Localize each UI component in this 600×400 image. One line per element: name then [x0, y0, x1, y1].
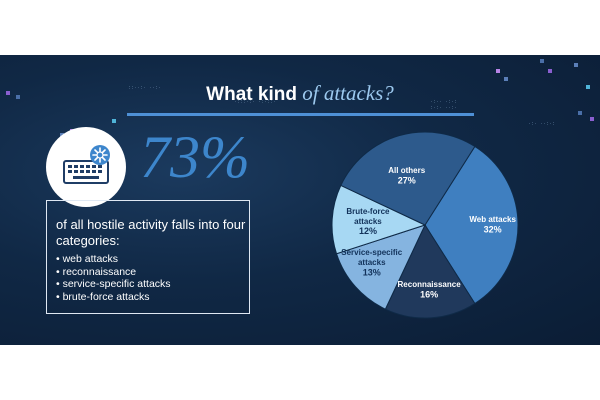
decor-pixel	[590, 117, 594, 121]
pie-slice-reconnaissance	[384, 223, 476, 319]
headline-percent: 73%	[140, 124, 250, 190]
pie-category-label: attacks	[358, 258, 386, 267]
decor-pixel	[112, 119, 116, 123]
decor-code-text: ·:::·:· ·:·::·	[234, 99, 277, 105]
decor-pixel	[6, 91, 10, 95]
pie-category-label: Web attacks	[469, 215, 516, 224]
decor-pixel	[504, 77, 508, 81]
pie-value-label: 16%	[420, 289, 438, 299]
pie-category-label: attacks	[354, 217, 382, 226]
title-main: What kind	[206, 84, 297, 105]
pie-category-label: Brute-force	[346, 207, 390, 216]
decor-pixel	[574, 63, 578, 67]
headline-lead-text: of all hostile activity falls into four …	[56, 217, 246, 248]
categories-box: of all hostile activity falls into four …	[46, 200, 250, 314]
pie-category-label: All others	[388, 166, 425, 175]
decor-pixel	[496, 69, 500, 73]
decor-code-text: ·:·· ·:·: :·:· ··:·	[430, 99, 458, 111]
pie-slice-web-attacks	[424, 145, 519, 305]
infographic-panel: ::··:· ··:· ·:::·:· ·:·::· ·:·· ·:·: :·:…	[0, 55, 600, 345]
pie-value-label: 32%	[484, 224, 502, 234]
list-item: brute-force attacks	[56, 291, 171, 304]
category-list: web attacks reconnaissance service-speci…	[56, 253, 171, 303]
list-item: service-specific attacks	[56, 278, 171, 291]
title-underline	[127, 113, 474, 116]
decor-pixel	[16, 95, 20, 99]
pie-slice-service-specific-attacks	[335, 224, 426, 310]
pie-value-label: 27%	[398, 175, 416, 185]
decor-pixel	[578, 111, 582, 115]
pie-category-label: Service-specific	[341, 248, 402, 257]
list-item: web attacks	[56, 253, 171, 266]
decor-code-text: ::··:· ··:·	[128, 85, 162, 91]
decor-code-text: ·:· ··:·:	[528, 121, 556, 127]
pie-slice-all-others	[340, 131, 476, 226]
keyboard-with-gear-icon	[46, 127, 126, 207]
pie-slice-brute-force-attacks	[331, 184, 427, 255]
list-item: reconnaissance	[56, 266, 171, 279]
title-emphasis: of attacks?	[302, 81, 394, 105]
pie-value-label: 13%	[363, 268, 381, 278]
pie-value-label: 12%	[359, 226, 377, 236]
decor-pixel	[586, 85, 590, 89]
page-title: What kind of attacks?	[0, 81, 600, 106]
decor-pixel	[548, 69, 552, 73]
pie-category-label: Reconnaissance	[398, 280, 462, 289]
decor-pixel	[540, 59, 544, 63]
